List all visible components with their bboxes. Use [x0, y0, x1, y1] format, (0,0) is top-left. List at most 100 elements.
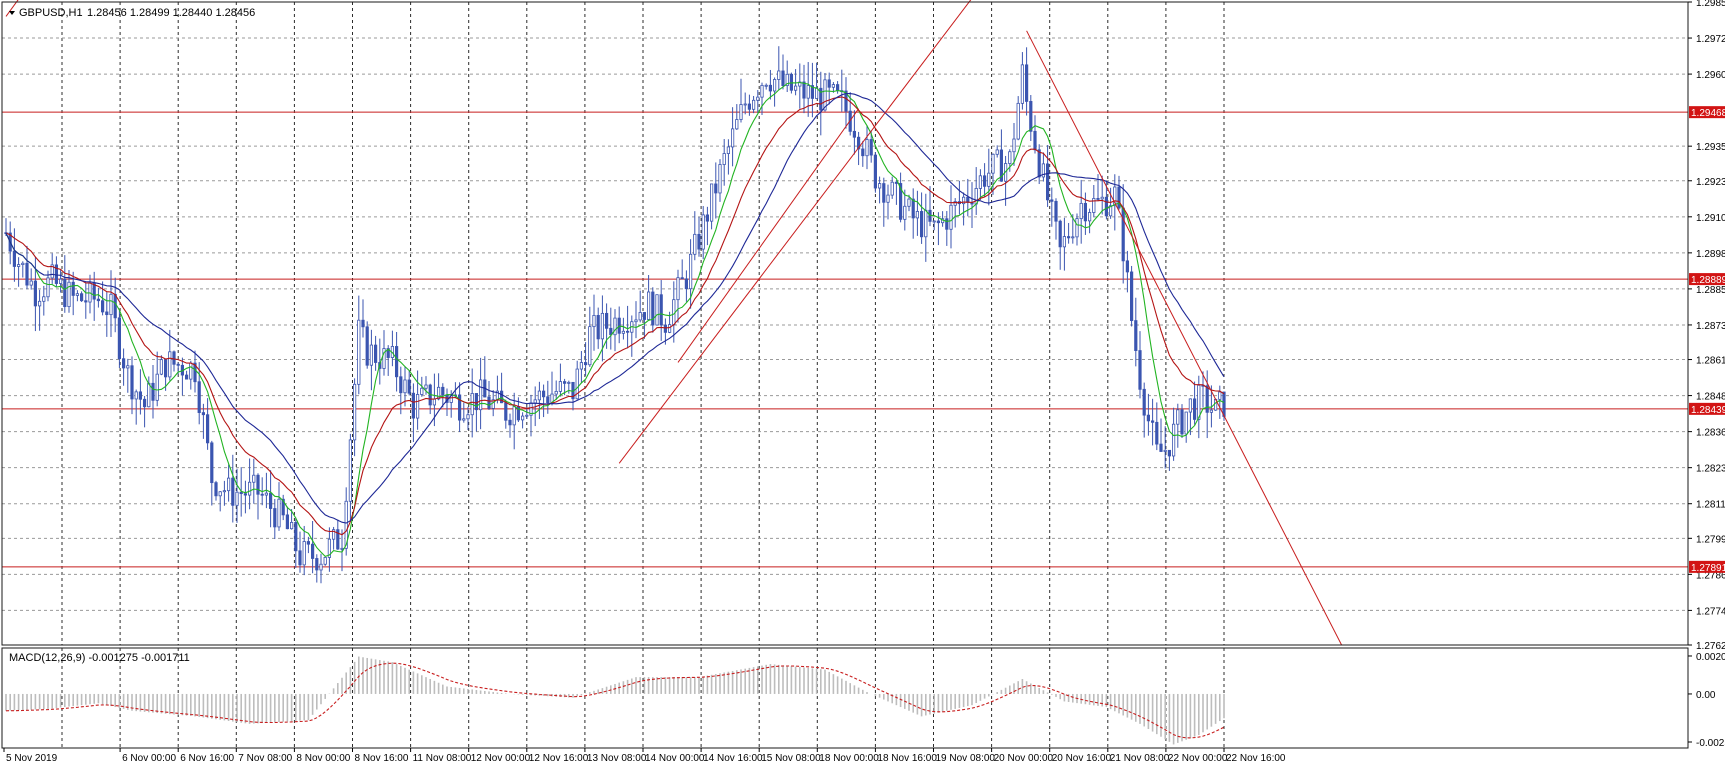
candle-body: [1079, 202, 1083, 220]
candle-body: [600, 312, 605, 340]
candle-body: [676, 277, 680, 301]
candle-body: [1041, 163, 1045, 178]
candle-body: [533, 399, 537, 404]
candle-body: [214, 482, 218, 497]
candle-body: [1104, 196, 1108, 217]
candle-body: [1058, 220, 1062, 248]
candle-body: [1113, 186, 1117, 207]
ma-fast-line: [5, 81, 1225, 558]
candle-body: [25, 262, 29, 286]
candle-body: [878, 183, 882, 189]
trendline: [618, 0, 972, 464]
candle-body: [172, 351, 176, 365]
candle-body: [663, 324, 668, 333]
candle-body: [235, 491, 239, 506]
collapse-triangle-icon: [9, 11, 15, 15]
time-tick-label: 18 Nov 00:00: [819, 753, 879, 764]
candle-body: [1222, 391, 1226, 417]
candle-body: [101, 300, 105, 313]
candle-body: [122, 358, 126, 369]
candle-body: [714, 183, 718, 194]
price-level-tags: 1.29468 1.28889 1.28439 1.27891: [1689, 106, 1725, 574]
candle-body: [403, 379, 407, 394]
candle-body: [16, 264, 21, 267]
price-tick-label: 1.29600: [1696, 70, 1725, 81]
candle-body: [394, 346, 399, 378]
candle-body: [29, 280, 33, 286]
candle-body: [983, 175, 987, 187]
candle-body: [159, 359, 163, 375]
level-tag-label: 1.29468: [1691, 108, 1725, 119]
candle-body: [1172, 423, 1176, 457]
candle-body: [777, 70, 781, 80]
candle-body: [1016, 102, 1020, 140]
candle-body: [802, 81, 806, 99]
candle-body: [1205, 385, 1209, 413]
candle-body: [642, 312, 647, 320]
candle-body: [949, 204, 953, 230]
candle-body: [953, 201, 957, 206]
time-tick-label: 21 Nov 08:00: [1110, 753, 1170, 764]
candle-body: [386, 348, 390, 358]
candle-body: [827, 79, 831, 88]
candle-body: [546, 396, 550, 404]
time-tick-label: 6 Nov 16:00: [180, 753, 234, 764]
candle-body: [806, 85, 810, 99]
candle-body: [151, 382, 155, 401]
candle-body: [1008, 151, 1012, 164]
candle-body: [747, 103, 752, 110]
candle-body: [1062, 236, 1066, 248]
candle-body: [226, 477, 231, 492]
price-tick-label: 1.29230: [1696, 177, 1725, 188]
candle-body: [680, 277, 684, 280]
candle-body: [504, 402, 508, 421]
candle-body: [621, 330, 626, 334]
candle-body: [352, 383, 357, 441]
candle-body: [1159, 443, 1163, 452]
candle-body: [54, 264, 59, 284]
candle-body: [756, 96, 760, 101]
candle-body: [1184, 411, 1188, 435]
candle-body: [474, 393, 479, 411]
time-tick-label: 8 Nov 00:00: [296, 753, 350, 764]
candle-body: [852, 130, 857, 138]
candle-body: [281, 498, 285, 516]
time-tick-label: 12 Nov 16:00: [529, 753, 589, 764]
candle-body: [1096, 198, 1100, 200]
candle-body: [1109, 205, 1113, 217]
candle-body: [899, 183, 903, 220]
time-tick-label: 6 Nov 00:00: [122, 753, 176, 764]
candle-body: [201, 412, 205, 416]
trendline: [677, 108, 860, 363]
time-tick-label: 7 Nov 08:00: [238, 753, 292, 764]
price-tick-label: 1.28485: [1696, 392, 1725, 403]
candle-body: [1037, 149, 1041, 178]
candle-body: [163, 359, 168, 378]
candle-body: [794, 85, 798, 91]
candle-body: [924, 209, 928, 238]
candle-body: [735, 119, 739, 130]
candle-body: [731, 128, 735, 148]
candle-body: [130, 365, 134, 400]
candle-body: [264, 492, 269, 496]
candle-body: [936, 220, 941, 224]
candle-body: [626, 330, 630, 333]
candle-body: [907, 198, 911, 207]
candle-body: [773, 79, 777, 92]
price-panel: [1, 0, 1689, 646]
candle-body: [1029, 101, 1033, 132]
candle-body: [869, 139, 873, 156]
candle-body: [768, 84, 773, 92]
candle-body: [1142, 388, 1146, 416]
candle-body: [558, 381, 563, 392]
candle-body: [1188, 398, 1192, 413]
candle-body: [273, 508, 277, 528]
candle-body: [764, 84, 768, 87]
candle-body: [315, 558, 319, 571]
candle-body: [247, 481, 252, 496]
candle-body: [63, 278, 67, 308]
candle-body: [1138, 350, 1142, 390]
candle-body: [638, 312, 642, 321]
candle-body: [651, 291, 655, 326]
